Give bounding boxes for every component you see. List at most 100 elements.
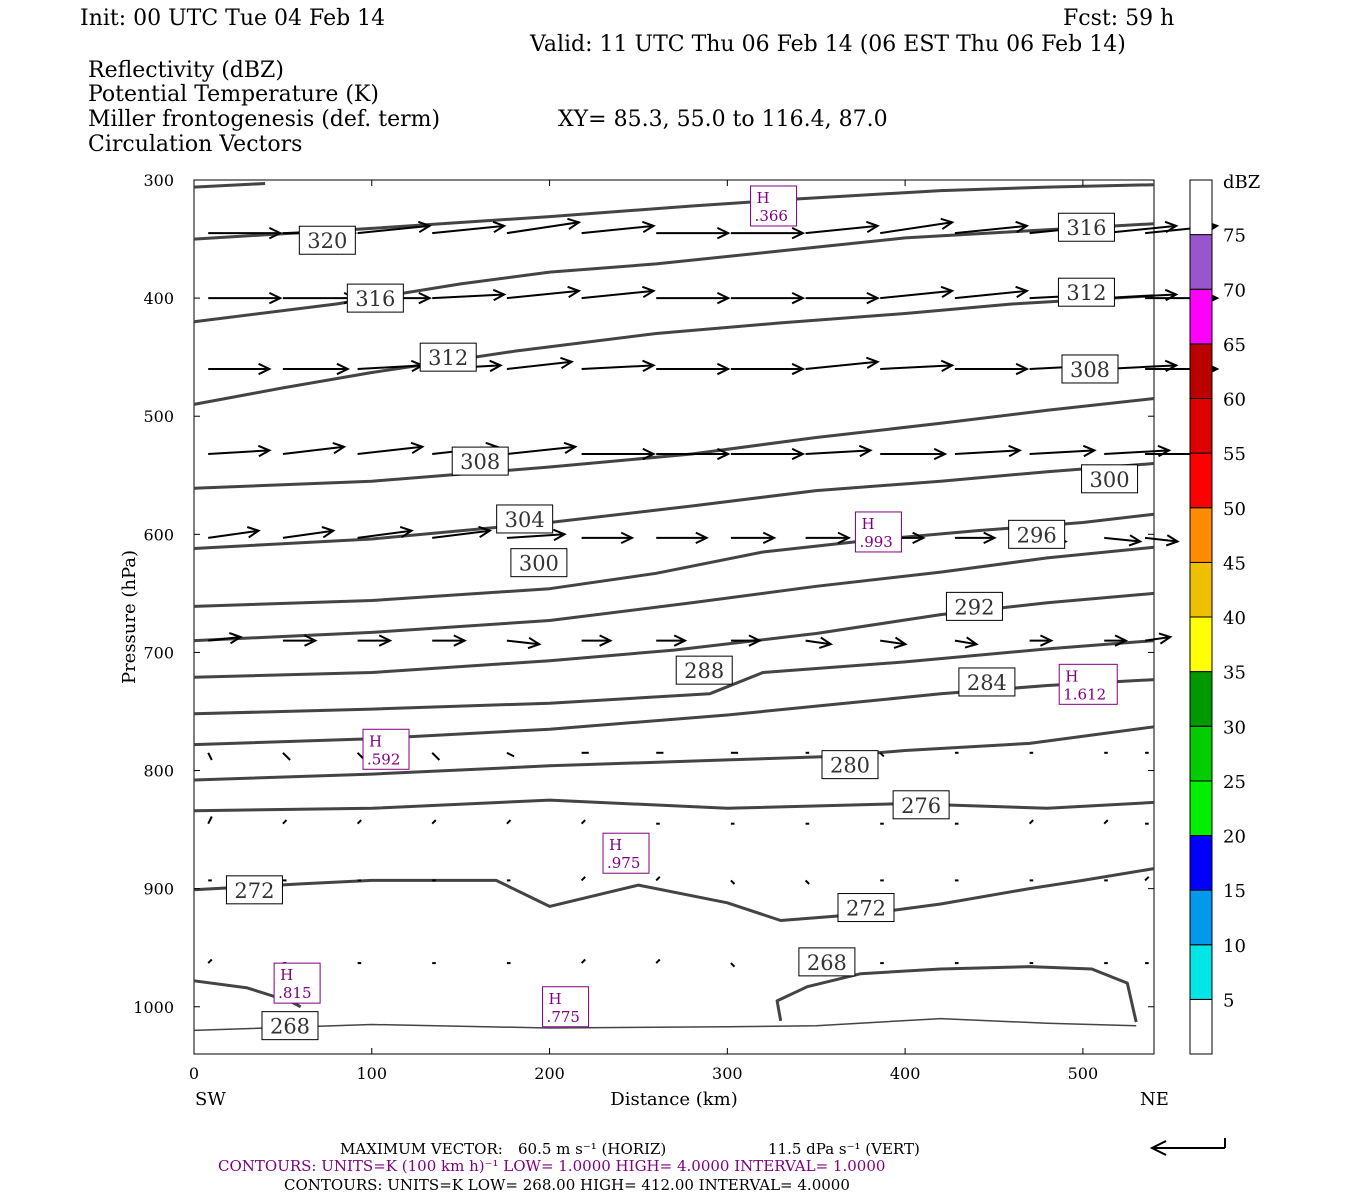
circulation-vector — [1104, 534, 1143, 547]
x-tick-label: 300 — [712, 1064, 743, 1083]
contour-label-text: 316 — [1066, 216, 1106, 240]
theta-contour-320 — [193, 182, 266, 189]
theta-contour-284 — [193, 639, 1155, 716]
circulation-vector — [880, 359, 955, 372]
colorbar-level: 75 — [1223, 226, 1246, 247]
circulation-vector — [506, 636, 542, 650]
contour-label-308: 308 — [451, 446, 509, 476]
contour-label-312: 312 — [1057, 277, 1115, 307]
contour-label-text: 276 — [901, 794, 941, 818]
colorbar-level: 10 — [1223, 936, 1246, 957]
frontogenesis-max: H.366 — [750, 185, 798, 227]
contour-label-292: 292 — [945, 591, 1003, 621]
contour-label-text: 284 — [967, 671, 1007, 695]
contour-label-316: 316 — [346, 283, 404, 313]
plot-frame — [193, 179, 1155, 1055]
contour-label-288: 288 — [675, 655, 733, 685]
circulation-vector — [880, 447, 948, 461]
colorbar-swatch — [1189, 780, 1213, 837]
circulation-vector — [730, 226, 806, 240]
max-vector-horiz: 60.5 m s⁻¹ (HORIZ) — [518, 1140, 666, 1158]
circulation-vector — [506, 217, 582, 235]
circulation-vector — [1144, 876, 1150, 882]
field-circulation-vectors: Circulation Vectors — [88, 132, 302, 157]
contour-label-text: 268 — [807, 951, 847, 975]
circulation-vector — [357, 220, 432, 235]
circulation-vector — [656, 531, 709, 545]
contour-label-276: 276 — [892, 790, 950, 820]
x-axis-left-label: SW — [195, 1089, 226, 1110]
y-tick-label: 300 — [143, 171, 174, 190]
frontogenesis-max: H.975 — [602, 832, 650, 874]
circulation-vector — [954, 636, 979, 649]
circulation-vector — [804, 879, 810, 885]
circulation-vector — [581, 220, 656, 235]
circulation-vector — [730, 362, 806, 376]
contour-label-308: 308 — [1061, 354, 1119, 384]
circulation-vector — [1103, 819, 1109, 825]
init-label: Init: 00 UTC Tue 04 Feb 14 — [80, 6, 385, 31]
circulation-vector — [208, 291, 283, 305]
circulation-vector — [208, 226, 283, 240]
max-symbol: H — [757, 189, 770, 207]
circulation-vector — [880, 217, 955, 235]
contour-label-text: 308 — [1070, 358, 1110, 382]
valid-time-label: Valid: 11 UTC Thu 06 Feb 14 (06 EST Thu … — [529, 32, 1126, 57]
circulation-vector — [581, 285, 656, 300]
max-value: .815 — [278, 984, 311, 1002]
field-frontogenesis: Miller frontogenesis (def. term) — [88, 107, 440, 132]
circulation-vector — [432, 288, 507, 302]
circulation-vector — [805, 444, 873, 458]
contour-label-text: 308 — [460, 450, 500, 474]
circulation-vector — [282, 362, 351, 376]
circulation-vector — [954, 362, 1030, 376]
colorbar-level: 65 — [1223, 335, 1246, 356]
y-tick-label: 700 — [143, 643, 174, 662]
max-value: 1.612 — [1063, 685, 1106, 703]
circulation-vector — [431, 819, 437, 825]
theta-contour-288 — [193, 591, 1155, 679]
contour-label-284: 284 — [958, 667, 1016, 697]
field-potential-temperature: Potential Temperature (K) — [88, 82, 379, 107]
contour-label-304: 304 — [496, 504, 554, 534]
contour-labels: 320 316 316 312 312 308 308 300 304 296 300 292 288 2… — [225, 212, 1139, 1041]
max-symbol: H — [549, 990, 562, 1008]
circulation-vector — [207, 816, 213, 825]
circulation-vector — [805, 531, 852, 545]
circulation-vector — [805, 636, 834, 649]
circulation-vector — [805, 291, 880, 305]
circulation-vector — [656, 447, 731, 461]
circulation-vector — [208, 526, 261, 539]
circulation-vector — [880, 636, 908, 649]
max-vector-arrow — [1149, 1138, 1226, 1156]
frontogenesis-max: H.815 — [273, 962, 321, 1004]
circulation-vector — [954, 220, 1030, 235]
frontogenesis-max: H1.612 — [1058, 663, 1118, 705]
circulation-vector — [282, 441, 347, 455]
circulation-vector — [506, 285, 582, 300]
contour-label-text: 272 — [846, 897, 886, 921]
colorbar-level: 40 — [1223, 608, 1246, 629]
contour-label-280: 280 — [821, 750, 879, 780]
contour-label-300: 300 — [510, 548, 568, 578]
y-tick-label: 1000 — [133, 998, 174, 1017]
circulation-vector — [730, 962, 736, 968]
circulation-vector — [1029, 444, 1097, 458]
circulation-vector — [954, 531, 997, 545]
max-symbol: H — [1065, 667, 1078, 685]
forecast-hour-label: Fcst: 59 h — [1063, 6, 1174, 31]
circulation-vector — [282, 752, 291, 761]
max-value: .993 — [859, 533, 892, 551]
circulation-vector — [208, 632, 243, 645]
theta-contour-292 — [193, 545, 1155, 643]
y-tick-label: 800 — [143, 762, 174, 781]
circulation-vector — [730, 879, 736, 885]
max-value: .775 — [547, 1008, 580, 1026]
x-axis-ticks: 0 100 200 300 400 500 — [189, 180, 1098, 1083]
contour-label-text: 280 — [830, 754, 870, 778]
circulation-vector — [506, 751, 515, 758]
field-reflectivity: Reflectivity (dBZ) — [88, 58, 284, 83]
circulation-vector — [357, 525, 414, 539]
